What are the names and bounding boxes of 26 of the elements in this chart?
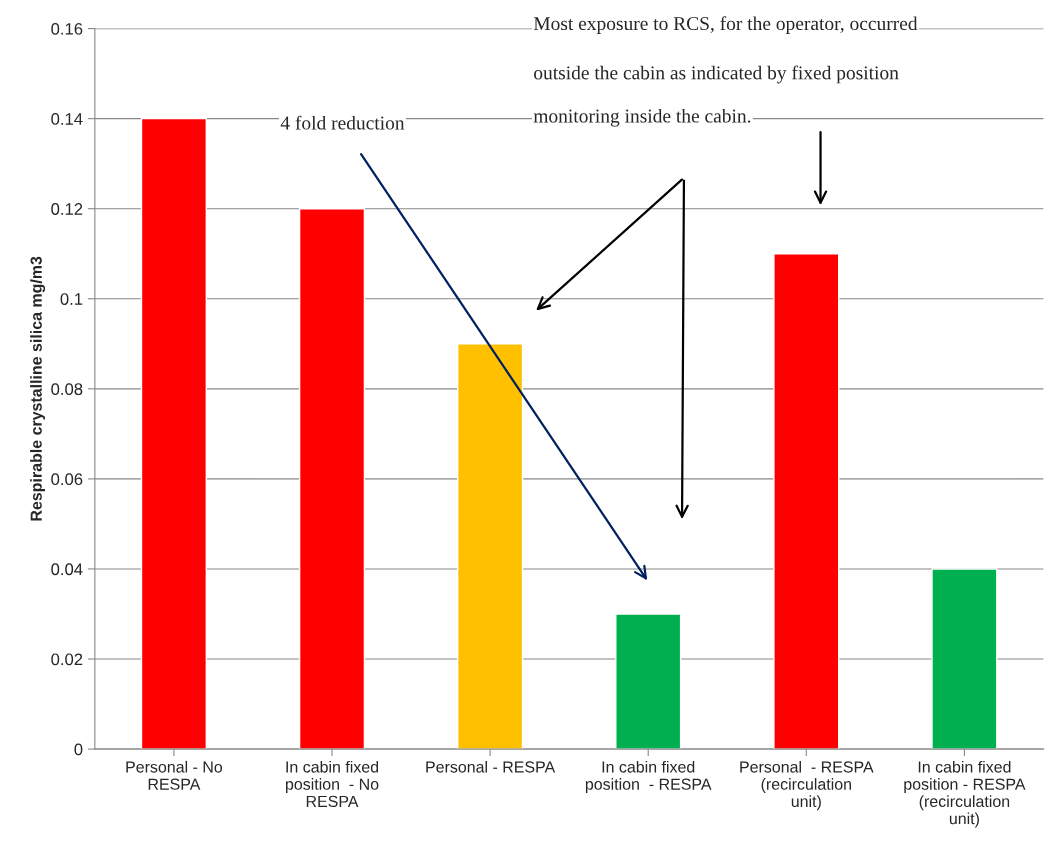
bar — [140, 117, 208, 750]
y-axis-title: Respirable crystalline silica mg/m3 — [30, 256, 46, 521]
annotation: 4 fold reduction — [280, 115, 405, 130]
annotation: outside the cabin as indicated by fixed position — [534, 65, 899, 84]
x-tick-label: In cabin fixed position - RESPA — [585, 760, 712, 793]
y-tick-label: 0.12 — [51, 203, 83, 215]
y-tick-label: 0.08 — [51, 383, 83, 396]
y-tick-label: 0.02 — [51, 653, 83, 666]
y-tick-label: 0.14 — [51, 113, 83, 125]
y-tick-label: 0.04 — [51, 563, 83, 576]
y-tick-label: 0.16 — [51, 22, 83, 35]
x-tick-label: Personal - No RESPA — [126, 760, 223, 790]
annotation: monitoring inside the cabin. — [533, 108, 751, 127]
y-tick-label: 0 — [74, 743, 83, 756]
y-tick-label: 0.1 — [60, 293, 83, 305]
bar — [773, 253, 840, 750]
y-tick-label: 0.06 — [51, 473, 83, 486]
bar — [457, 343, 524, 750]
annotation: Most exposure to RCS, for the operator, occurred — [533, 16, 918, 35]
x-tick-label: Personal - RESPA — [426, 760, 556, 773]
bar — [298, 208, 366, 750]
x-tick-label: In cabin fixed position - No RESPA — [285, 760, 379, 808]
x-tick-label: Personal - RESPA (recirculation unit) — [740, 760, 874, 811]
bar — [931, 568, 998, 750]
x-tick-label: In cabin fixed position - RESPA (recirculation unit) — [904, 760, 1026, 828]
bar — [615, 613, 682, 750]
